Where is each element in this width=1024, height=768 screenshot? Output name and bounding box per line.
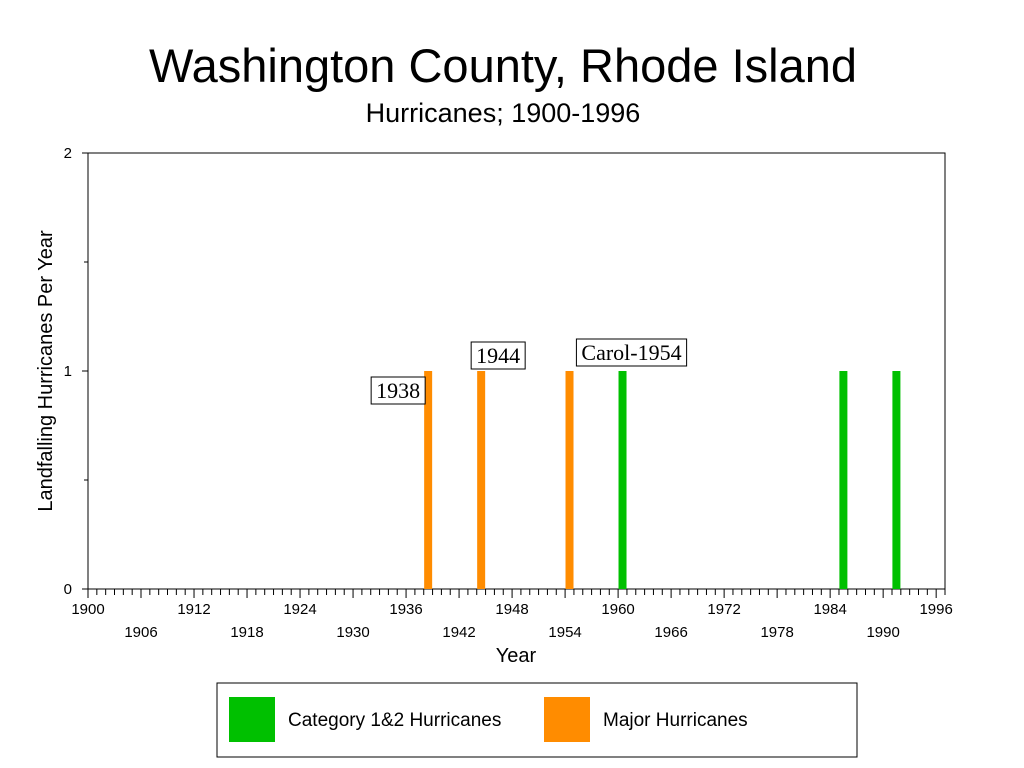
legend: Category 1&2 Hurricanes Major Hurricanes bbox=[216, 682, 858, 758]
chart-subtitle: Hurricanes; 1900-1996 bbox=[366, 98, 641, 128]
x-tick-label: 1906 bbox=[124, 624, 157, 641]
x-tick-label: 1948 bbox=[495, 601, 528, 618]
legend-frame bbox=[216, 682, 858, 758]
x-tick-label: 1954 bbox=[548, 624, 581, 641]
x-tick-label: 1990 bbox=[866, 624, 899, 641]
plot-frame bbox=[87, 152, 946, 590]
legend-swatch-major bbox=[544, 697, 590, 742]
y-axis-label: Landfalling Hurricanes Per Year bbox=[35, 230, 57, 512]
plot-area: 0 1 2 1900 1912 1924 1936 1948 1960 1972 1984 1996 1… bbox=[64, 145, 953, 641]
annotation-box bbox=[575, 338, 688, 367]
x-tick-label: 1984 bbox=[813, 601, 846, 618]
annotation-label: Carol-1954 bbox=[581, 340, 681, 365]
x-tick-label: 1972 bbox=[707, 601, 740, 618]
annotation-box bbox=[370, 376, 426, 405]
annotation-label: 1938 bbox=[376, 378, 420, 403]
x-tick-label: 1978 bbox=[760, 624, 793, 641]
bar-1960 bbox=[618, 371, 627, 589]
bar-1944 bbox=[477, 371, 486, 589]
x-tick-label: 1912 bbox=[177, 601, 210, 618]
x-tick-label: 1930 bbox=[336, 624, 369, 641]
annotation-box bbox=[470, 341, 526, 370]
x-tick-label: 1960 bbox=[601, 601, 634, 618]
bar-1954 bbox=[565, 371, 574, 589]
annotation-label: 1944 bbox=[476, 343, 520, 368]
x-axis-label: Year bbox=[496, 645, 537, 667]
x-tick-label: 1900 bbox=[71, 601, 104, 618]
legend-label-major: Major Hurricanes bbox=[603, 710, 748, 731]
y-tick-label: 1 bbox=[64, 363, 72, 380]
x-tick-label: 1966 bbox=[654, 624, 687, 641]
legend-label-category-1-2: Category 1&2 Hurricanes bbox=[288, 710, 501, 731]
x-tick-label: 1936 bbox=[389, 601, 422, 618]
x-tick-label: 1996 bbox=[919, 601, 952, 618]
y-tick-label: 2 bbox=[64, 145, 72, 162]
y-tick-label: 0 bbox=[64, 581, 72, 598]
x-tick-label: 1942 bbox=[442, 624, 475, 641]
x-tick-label: 1924 bbox=[283, 601, 316, 618]
chart-title: Washington County, Rhode Island bbox=[149, 39, 857, 92]
x-tick-label: 1918 bbox=[230, 624, 263, 641]
bar-1991 bbox=[892, 371, 901, 589]
bar-1985 bbox=[839, 371, 848, 589]
legend-swatch-category-1-2 bbox=[229, 697, 275, 742]
bar-1938 bbox=[424, 371, 433, 589]
